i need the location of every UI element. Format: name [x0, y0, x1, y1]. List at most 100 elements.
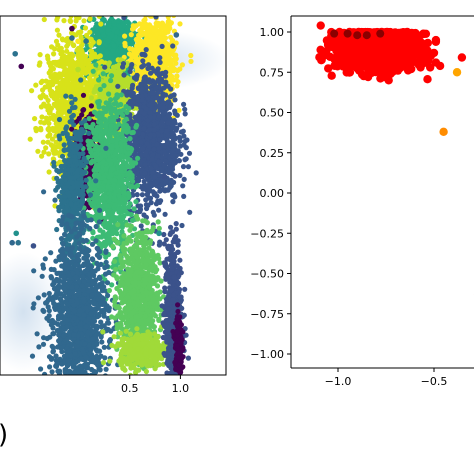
scatter-point [180, 183, 186, 189]
scatter-point [62, 68, 68, 74]
scatter-point [157, 59, 163, 65]
scatter-point [44, 53, 51, 59]
scatter-point [69, 62, 75, 68]
scatter-point [151, 1, 156, 6]
scatter-point [174, 73, 180, 80]
scatter-point [147, 127, 153, 133]
scatter-point [65, 7, 70, 12]
scatter-point [91, 16, 97, 22]
scatter-point [156, 242, 162, 248]
scatter-point [160, 94, 166, 100]
scatter-point [104, 8, 109, 13]
scatter-point [47, 109, 53, 115]
scatter-point [90, 39, 96, 45]
scatter-point [148, 70, 154, 76]
scatter-point [169, 37, 176, 44]
scatter-point [161, 162, 167, 168]
scatter-point [104, 50, 110, 56]
scatter-point [37, 52, 43, 58]
scatter-point [154, 193, 160, 199]
scatter-point [59, 36, 65, 42]
scatter-point [181, 142, 187, 148]
scatter-point [45, 102, 52, 109]
scatter-point [166, 54, 172, 60]
scatter-point [182, 106, 188, 112]
scatter-point [179, 222, 185, 229]
scatter-point [121, 6, 126, 11]
scatter-point [154, 141, 160, 147]
scatter-point [159, 119, 165, 125]
scatter-point [120, 61, 127, 67]
scatter-point [141, 212, 147, 218]
scatter-point [54, 17, 60, 23]
scatter-point [147, 114, 154, 120]
scatter-point [96, 40, 102, 46]
scatter-point [159, 43, 165, 50]
scatter-point [193, 170, 199, 176]
scatter-point [158, 29, 165, 36]
scatter-point [80, 107, 86, 113]
scatter-point [61, 18, 67, 24]
scatter-point [138, 223, 144, 229]
scatter-point [156, 159, 162, 165]
scatter-point [114, 29, 120, 35]
scatter-point [138, 38, 144, 44]
scatter-point [153, 6, 158, 11]
scatter-point [183, 156, 189, 162]
scatter-point [130, 82, 136, 88]
scatter-point [99, 27, 105, 33]
scatter-point [146, 79, 153, 85]
scatter-point [98, 21, 104, 27]
scatter-point [52, 60, 58, 66]
scatter-point [40, 92, 46, 98]
scatter-point [143, 16, 149, 18]
scatter-point [181, 193, 187, 199]
scatter-point [135, 85, 141, 92]
scatter-point [150, 209, 156, 215]
scatter-point [47, 63, 54, 69]
left-scatter-points [9, 1, 199, 375]
scatter-point [177, 172, 183, 179]
scatter-point [164, 128, 170, 134]
scatter-point [109, 16, 115, 22]
scatter-point [118, 47, 124, 53]
scatter-point [41, 16, 47, 23]
scatter-point [66, 86, 72, 92]
scatter-point [51, 95, 57, 101]
scatter-point [152, 44, 158, 50]
scatter-point [143, 47, 149, 53]
scatter-point [41, 149, 47, 155]
scatter-point [177, 122, 183, 128]
scatter-point [147, 33, 153, 39]
scatter-point [158, 198, 164, 204]
scatter-point [187, 209, 193, 215]
scatter-point [128, 31, 134, 38]
scatter-point [88, 103, 94, 109]
scatter-point [138, 139, 144, 145]
scatter-point [106, 23, 112, 29]
scatter-point [115, 83, 121, 89]
scatter-point [156, 6, 161, 11]
scatter-point [156, 207, 162, 213]
scatter-point [142, 162, 148, 168]
scatter-point [149, 156, 155, 162]
scatter-point [58, 45, 64, 51]
scatter-point [149, 65, 155, 71]
scatter-point [147, 132, 154, 138]
scatter-point [62, 6, 67, 11]
scatter-point [133, 23, 139, 29]
scatter-point [27, 136, 33, 142]
scatter-point [56, 32, 62, 38]
scatter-point [177, 138, 183, 144]
scatter-point [181, 176, 187, 182]
scatter-point [46, 120, 52, 126]
scatter-point [147, 23, 153, 29]
scatter-point [139, 25, 145, 31]
scatter-point [163, 79, 169, 85]
scatter-point [122, 43, 128, 49]
scatter-point [58, 93, 64, 99]
scatter-point [59, 63, 65, 69]
scatter-point [70, 53, 76, 59]
scatter-point [140, 58, 146, 64]
